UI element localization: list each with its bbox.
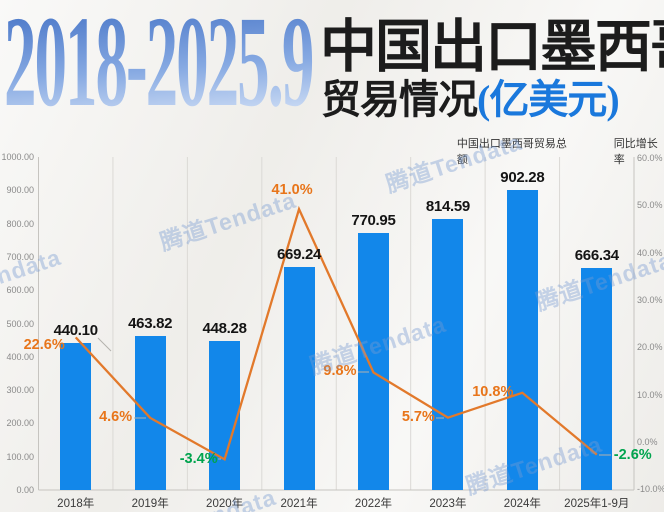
label-connector — [97, 337, 112, 352]
growth-label: -2.6% — [613, 446, 652, 463]
legend-bar-swatch — [430, 147, 453, 156]
bar-value-label: 448.28 — [202, 319, 247, 337]
bar-value-label: 669.24 — [276, 246, 322, 264]
title-period: 2018-2025.9 — [4, 0, 314, 134]
title-subtitle: 贸易情况(亿美元) — [321, 77, 620, 122]
legend-bar-label: 中国出口墨西哥贸易总额 — [456, 138, 567, 166]
growth-label: 4.6% — [99, 408, 133, 425]
growth-label: -3.4% — [179, 451, 218, 468]
title-main: 中国出口墨西哥 — [320, 16, 664, 79]
bar-value-label: 666.34 — [574, 247, 619, 265]
growth-label: 10.8% — [472, 383, 514, 400]
growth-label: 41.0% — [271, 182, 313, 199]
legend-line-swatch — [583, 150, 609, 153]
growth-label: 22.6% — [23, 337, 65, 354]
title-sub-text: 贸易情况 — [321, 77, 478, 122]
legend-line-label: 同比增长率 — [613, 138, 658, 166]
chart-legend: 中国出口墨西哥贸易总额 同比增长率 — [430, 135, 664, 167]
growth-label: 9.8% — [323, 363, 357, 380]
growth-label: 5.7% — [401, 408, 435, 425]
bar-value-label: 770.95 — [351, 212, 396, 230]
bar-value-label: 902.28 — [500, 168, 545, 186]
title-unit: (亿美元) — [477, 77, 620, 122]
bar-value-label: 814.59 — [425, 197, 470, 215]
bar-value-label: 463.82 — [128, 314, 173, 332]
